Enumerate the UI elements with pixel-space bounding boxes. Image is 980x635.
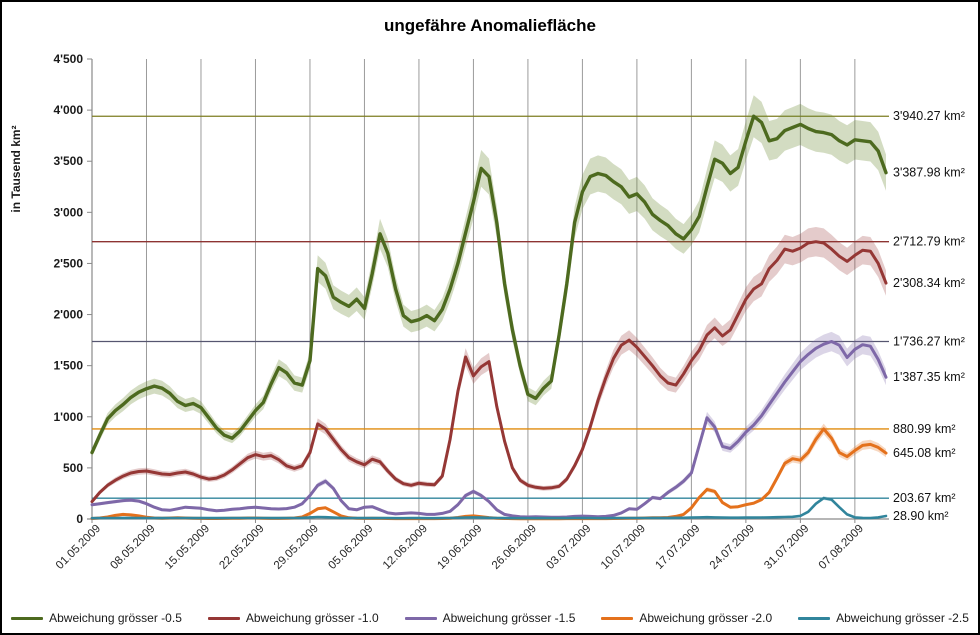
x-tick-label: 07.08.2009 — [817, 523, 866, 572]
x-tick-label: 01.05.2009 — [54, 523, 103, 572]
legend-label: Abweichung grösser -1.5 — [442, 611, 576, 625]
value-annotation: 1'387.35 km² — [893, 370, 965, 384]
x-tick-label: 24.07.2009 — [708, 523, 757, 572]
legend-label: Abweichung grösser -0.5 — [49, 611, 182, 625]
value-annotation: 880.99 km² — [893, 422, 956, 436]
legend-item: Abweichung grösser -2.0 — [601, 611, 772, 625]
x-tick-label: 15.05.2009 — [163, 523, 212, 572]
x-tick-label: 08.05.2009 — [108, 523, 157, 572]
series-line — [90, 240, 888, 504]
value-annotation: 645.08 km² — [893, 446, 956, 460]
y-tick-label: 4'000 — [53, 103, 83, 117]
legend-label: Abweichung grösser -2.5 — [836, 611, 969, 625]
y-tick-label: 0 — [76, 512, 83, 526]
y-tick-label: 3'000 — [53, 205, 83, 219]
x-tick-label: 26.06.2009 — [490, 523, 539, 572]
y-tick-label: 2'000 — [53, 308, 83, 322]
x-tick-label: 05.06.2009 — [326, 523, 375, 572]
x-tick-label: 19.06.2009 — [435, 523, 484, 572]
legend-swatch-icon — [207, 616, 240, 620]
legend-item: Abweichung grösser -1.5 — [404, 611, 576, 625]
value-annotation: 203.67 km² — [893, 491, 956, 505]
legend: Abweichung grösser -0.5 Abweichung grösse… — [2, 611, 978, 625]
y-tick-label: 1'500 — [53, 359, 83, 373]
value-annotation: 2'712.79 km² — [893, 235, 965, 249]
x-tick-label: 03.07.2009 — [544, 523, 593, 572]
series-line — [90, 114, 888, 455]
x-tick-label: 31.07.2009 — [762, 523, 811, 572]
value-annotation: 2'308.34 km² — [893, 276, 965, 290]
legend-item: Abweichung grösser -2.5 — [798, 611, 969, 625]
legend-swatch-icon — [404, 616, 437, 620]
value-annotation: 3'940.27 km² — [893, 109, 965, 123]
x-tick-label: 12.06.2009 — [381, 523, 430, 572]
x-tick-label: 29.05.2009 — [272, 523, 321, 572]
y-tick-label: 2'500 — [53, 256, 83, 270]
series-line — [90, 427, 888, 521]
legend-item: Abweichung grösser -0.5 — [11, 611, 182, 625]
value-annotation: 3'387.98 km² — [893, 166, 965, 180]
confidence-band — [92, 423, 886, 519]
x-tick-label: 22.05.2009 — [217, 523, 266, 572]
chart-title: ungefähre Anomaliefläche — [384, 16, 596, 35]
confidence-band — [92, 331, 886, 519]
legend-swatch-icon — [601, 616, 634, 620]
legend-label: Abweichung grösser -2.0 — [639, 611, 773, 625]
value-annotation: 28.90 km² — [893, 509, 949, 523]
y-tick-label: 4'500 — [53, 52, 83, 66]
legend-swatch-icon — [798, 616, 831, 620]
y-tick-label: 3'500 — [53, 154, 83, 168]
series-line — [90, 340, 888, 519]
x-tick-label: 17.07.2009 — [653, 523, 702, 572]
legend-item: Abweichung grösser -1.0 — [207, 611, 379, 625]
legend-swatch-icon — [11, 616, 44, 620]
y-tick-label: 1'000 — [53, 410, 83, 424]
series-line — [90, 496, 888, 520]
y-tick-label: 500 — [63, 461, 83, 475]
x-tick-label: 10.07.2009 — [599, 523, 648, 572]
legend-label: Abweichung grösser -1.0 — [245, 611, 379, 625]
confidence-band — [92, 95, 886, 457]
value-annotation: 1'736.27 km² — [893, 335, 965, 349]
